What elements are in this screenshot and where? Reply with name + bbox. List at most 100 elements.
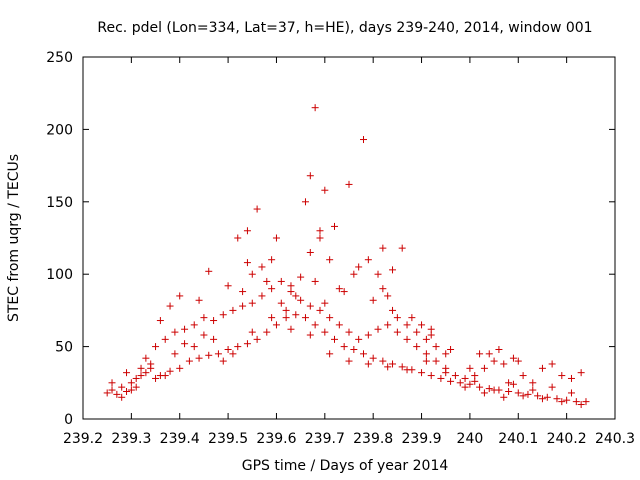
data-point xyxy=(176,292,184,300)
data-point xyxy=(224,345,232,353)
x-tick-label: 239.5 xyxy=(208,431,248,447)
data-point xyxy=(355,335,363,343)
data-point xyxy=(272,234,280,242)
data-point xyxy=(258,292,266,300)
data-point xyxy=(340,288,348,296)
data-point xyxy=(248,299,256,307)
data-point xyxy=(534,392,542,400)
data-point xyxy=(577,369,585,377)
data-point xyxy=(321,299,329,307)
data-point xyxy=(451,372,459,380)
data-point xyxy=(509,380,517,388)
data-point xyxy=(137,364,145,372)
data-point xyxy=(248,328,256,336)
data-point xyxy=(360,350,368,358)
data-point xyxy=(360,136,368,144)
data-point xyxy=(152,374,160,382)
data-point xyxy=(316,234,324,242)
y-tick-label: 150 xyxy=(46,195,73,211)
data-point xyxy=(432,343,440,351)
data-point xyxy=(379,357,387,365)
data-point xyxy=(219,311,227,319)
chart-title: Rec. pdel (Lon=334, Lat=37, h=HE), days … xyxy=(97,20,592,36)
x-tick-label: 239.3 xyxy=(111,431,151,447)
data-point xyxy=(137,372,145,380)
data-point xyxy=(389,306,397,314)
data-point xyxy=(355,263,363,271)
data-point xyxy=(316,227,324,235)
data-point xyxy=(118,393,126,401)
data-point xyxy=(205,351,213,359)
data-point xyxy=(485,385,493,393)
data-point xyxy=(572,398,580,406)
data-point xyxy=(142,369,150,377)
x-tick-label: 239.4 xyxy=(160,431,200,447)
data-point xyxy=(132,374,140,382)
data-point xyxy=(374,325,382,333)
data-point xyxy=(330,335,338,343)
x-axis-label: GPS time / Days of year 2014 xyxy=(242,458,449,474)
data-point xyxy=(398,244,406,252)
x-tick-label: 240 xyxy=(457,431,484,447)
data-point xyxy=(582,398,590,406)
x-tick-label: 239.8 xyxy=(353,431,393,447)
data-point xyxy=(374,270,382,278)
data-point xyxy=(384,363,392,371)
data-point xyxy=(268,314,276,322)
data-point xyxy=(548,360,556,368)
x-tick-label: 239.9 xyxy=(401,431,441,447)
data-point xyxy=(403,335,411,343)
data-point xyxy=(340,343,348,351)
data-point xyxy=(243,259,251,267)
data-point xyxy=(248,270,256,278)
data-point xyxy=(268,285,276,293)
data-point xyxy=(538,395,546,403)
data-point xyxy=(345,328,353,336)
x-tick-label: 240.2 xyxy=(547,431,587,447)
data-point xyxy=(384,292,392,300)
data-point xyxy=(243,227,251,235)
data-point xyxy=(108,379,116,387)
data-point xyxy=(195,354,203,362)
data-point xyxy=(476,383,484,391)
y-tick-label: 100 xyxy=(46,267,73,283)
data-point xyxy=(335,321,343,329)
data-point xyxy=(282,306,290,314)
data-point xyxy=(152,343,160,351)
data-point xyxy=(543,393,551,401)
data-point xyxy=(311,104,319,112)
data-point xyxy=(234,343,242,351)
data-point xyxy=(500,360,508,368)
data-point xyxy=(239,302,247,310)
data-point xyxy=(190,343,198,351)
data-point xyxy=(514,357,522,365)
data-point xyxy=(326,256,334,264)
data-point xyxy=(461,374,469,382)
data-point xyxy=(364,331,372,339)
data-point xyxy=(558,372,566,380)
data-point xyxy=(306,248,314,256)
data-point xyxy=(369,354,377,362)
x-tick-label: 240.3 xyxy=(595,431,635,447)
data-point xyxy=(369,296,377,304)
x-axis-ticks: 239.2 239.3 239.4 239.5 239.6 239.7 239.8 239.9… xyxy=(63,57,635,447)
data-point xyxy=(495,345,503,353)
data-point xyxy=(287,325,295,333)
y-tick-label: 250 xyxy=(46,50,73,66)
data-point xyxy=(538,364,546,372)
data-point xyxy=(316,306,324,314)
data-point xyxy=(558,398,566,406)
data-point xyxy=(509,354,517,362)
data-point xyxy=(263,328,271,336)
data-point xyxy=(171,328,179,336)
data-point xyxy=(350,345,358,353)
data-point xyxy=(123,387,131,395)
data-point xyxy=(529,386,537,394)
data-point xyxy=(364,256,372,264)
data-point xyxy=(471,372,479,380)
data-point xyxy=(171,350,179,358)
x-tick-label: 239.6 xyxy=(256,431,296,447)
data-point xyxy=(103,389,111,397)
data-point xyxy=(185,357,193,365)
data-point xyxy=(422,335,430,343)
